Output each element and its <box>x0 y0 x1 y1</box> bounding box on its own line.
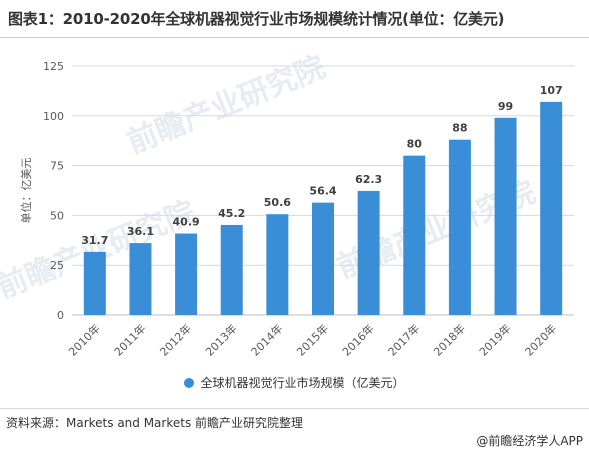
x-tick-label: 2015年 <box>294 321 331 358</box>
bar <box>312 202 334 315</box>
data-label: 50.6 <box>264 196 291 209</box>
y-tick-label: 0 <box>57 309 64 322</box>
data-label: 31.7 <box>81 234 108 247</box>
bar <box>266 214 289 315</box>
bar <box>83 251 106 315</box>
x-tick-label: 2011年 <box>111 321 148 358</box>
data-labels: 31.7 36.1 40.9 45.2 50.6 56.4 62.3 80 88 99 107 <box>81 84 562 247</box>
x-tick-label: 2014年 <box>248 321 285 358</box>
x-tick-label: 2017年 <box>385 321 422 358</box>
x-tick-label: 2012年 <box>157 321 194 358</box>
legend-label: 全球机器视觉行业市场规模（亿美元） <box>200 376 405 390</box>
data-label: 107 <box>540 84 563 97</box>
y-tick-label: 75 <box>50 160 64 173</box>
data-label: 62.3 <box>355 173 382 186</box>
data-label: 45.2 <box>218 207 245 220</box>
bar <box>494 117 517 316</box>
bar <box>129 243 152 315</box>
x-tick-label: 2020年 <box>522 321 559 358</box>
title-divider <box>0 37 589 38</box>
bar <box>540 101 563 315</box>
bars <box>83 101 563 316</box>
bar <box>357 190 380 315</box>
data-label: 40.9 <box>173 216 200 229</box>
y-tick-label: 125 <box>43 60 64 73</box>
x-tick-label: 2013年 <box>202 321 239 358</box>
bar <box>175 233 198 315</box>
y-tick-label: 100 <box>43 110 64 123</box>
brand-credit: @前瞻经济学人APP <box>476 434 583 448</box>
x-tick-label: 2016年 <box>339 321 376 358</box>
legend-marker <box>184 378 195 388</box>
bar <box>403 155 426 315</box>
y-tick-label: 25 <box>50 259 64 272</box>
data-label: 36.1 <box>127 225 154 238</box>
bar <box>220 224 243 315</box>
x-tick-label: 2010年 <box>65 321 102 358</box>
data-label: 99 <box>498 100 513 113</box>
y-tick-label: 50 <box>50 209 64 222</box>
x-tick-label: 2018年 <box>431 321 468 358</box>
data-label: 88 <box>452 122 467 135</box>
chart-title: 图表1：2010-2020年全球机器视觉行业市场规模统计情况(单位：亿美元) <box>8 10 505 28</box>
x-tick-label: 2019年 <box>476 321 513 358</box>
source-note: 资料来源：Markets and Markets 前瞻产业研究院整理 <box>6 416 304 430</box>
y-axis-title: 单位：亿美元 <box>19 158 33 224</box>
data-label: 56.4 <box>309 185 336 198</box>
legend: 全球机器视觉行业市场规模（亿美元） <box>0 374 589 391</box>
data-label: 80 <box>407 138 423 151</box>
bar <box>448 139 471 315</box>
footer-divider <box>0 408 589 409</box>
